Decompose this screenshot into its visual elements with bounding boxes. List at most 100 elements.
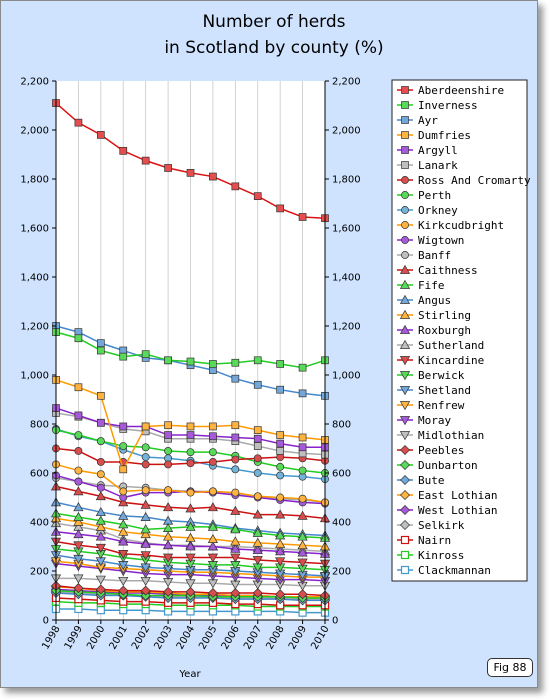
legend-label: Roxburgh <box>418 324 471 337</box>
legend-label: Orkney <box>418 204 458 217</box>
x-tick-label: 2005 <box>197 624 219 652</box>
legend-marker <box>400 565 410 575</box>
data-point <box>298 213 307 221</box>
data-point <box>164 486 173 495</box>
legend-marker <box>401 116 409 124</box>
legend-marker <box>399 294 411 304</box>
x-tick-label: 2003 <box>152 624 174 652</box>
data-point <box>297 531 308 541</box>
data-point <box>252 588 263 599</box>
data-point <box>207 588 218 599</box>
data-point <box>276 471 285 480</box>
data-point <box>252 509 263 519</box>
legend-marker <box>399 279 411 289</box>
legend-item: Ayr <box>397 114 438 127</box>
data-point <box>141 156 150 165</box>
data-point <box>74 431 83 439</box>
legend-item: Inverness <box>397 99 478 112</box>
legend-marker <box>399 371 411 381</box>
data-point <box>73 502 84 512</box>
data-point <box>230 536 241 546</box>
legend-marker <box>400 490 410 500</box>
data-point <box>252 544 263 555</box>
data-point <box>231 433 240 442</box>
data-point <box>253 469 262 477</box>
data-point <box>163 586 174 597</box>
legend-marker <box>400 475 410 485</box>
data-point <box>74 466 83 475</box>
legend-label: Bute <box>418 474 445 487</box>
legend-item: Dumfries <box>397 129 471 142</box>
y-tick-label-right: 800 <box>332 420 351 431</box>
legend-marker <box>401 206 409 214</box>
legend-label: Dunbarton <box>418 459 478 472</box>
x-tick-label: 2009 <box>287 624 309 652</box>
data-point <box>298 389 307 398</box>
data-point <box>298 494 307 503</box>
legend-marker <box>401 251 409 259</box>
legend-item: Perth <box>397 189 451 202</box>
data-point <box>118 576 129 587</box>
x-tick-labels: 1998 1999 2000 2001 2002 2003 2004 2005 2006 2007… <box>40 620 332 652</box>
data-point <box>95 531 106 541</box>
data-point <box>298 466 307 475</box>
data-point <box>297 547 308 557</box>
data-point <box>140 511 151 521</box>
series-peebles <box>51 580 330 601</box>
y-tick-label-left: 600 <box>30 469 49 480</box>
data-point <box>140 585 151 596</box>
data-point <box>208 458 217 466</box>
data-point <box>96 346 105 355</box>
y-tick-label-left: 400 <box>30 518 49 529</box>
data-point <box>162 553 174 563</box>
legend-item: Stirling <box>397 309 471 322</box>
data-point <box>186 431 195 439</box>
legend-marker <box>400 535 410 545</box>
data-point <box>119 422 128 431</box>
data-point <box>140 499 151 509</box>
data-point <box>96 483 105 492</box>
data-point <box>230 524 241 534</box>
legend-marker <box>401 236 409 244</box>
legend-label: Angus <box>418 294 451 307</box>
data-point <box>276 385 285 394</box>
data-point <box>231 465 240 474</box>
data-point <box>73 583 84 594</box>
legend-marker <box>400 550 410 560</box>
x-tick-label: 1999 <box>63 624 85 652</box>
data-point <box>164 164 172 172</box>
legend-marker <box>401 161 409 169</box>
data-point <box>276 204 285 213</box>
data-point <box>231 488 240 497</box>
y-tick-label-right: 600 <box>332 469 351 480</box>
y-tick-label-right: 2,000 <box>332 126 361 137</box>
y-tick-label-left: 2,000 <box>20 126 49 137</box>
legend-marker <box>399 339 411 349</box>
legend-marker <box>399 309 411 319</box>
legend-marker <box>401 101 409 109</box>
data-point <box>253 380 262 389</box>
series-ross-and-cromarty <box>52 444 329 469</box>
data-point <box>186 422 195 431</box>
data-point <box>275 509 286 519</box>
y-tick-label-right: 1,200 <box>332 322 361 333</box>
data-point <box>96 418 105 427</box>
legend-label: Wigtown <box>418 234 464 247</box>
data-point <box>185 553 196 563</box>
data-point <box>253 442 262 450</box>
data-point <box>164 421 172 430</box>
data-point <box>95 584 106 595</box>
data-point <box>74 383 83 392</box>
data-point <box>119 146 128 155</box>
data-point <box>231 455 240 464</box>
data-point <box>208 487 217 496</box>
legend-marker <box>401 131 409 139</box>
data-point <box>185 586 196 597</box>
data-point <box>96 437 105 446</box>
data-point <box>74 411 83 420</box>
data-point <box>119 465 128 474</box>
legend-label: Inverness <box>418 99 478 112</box>
data-point <box>96 458 105 466</box>
data-point <box>186 459 195 468</box>
legend-item: Caithness <box>397 264 478 277</box>
